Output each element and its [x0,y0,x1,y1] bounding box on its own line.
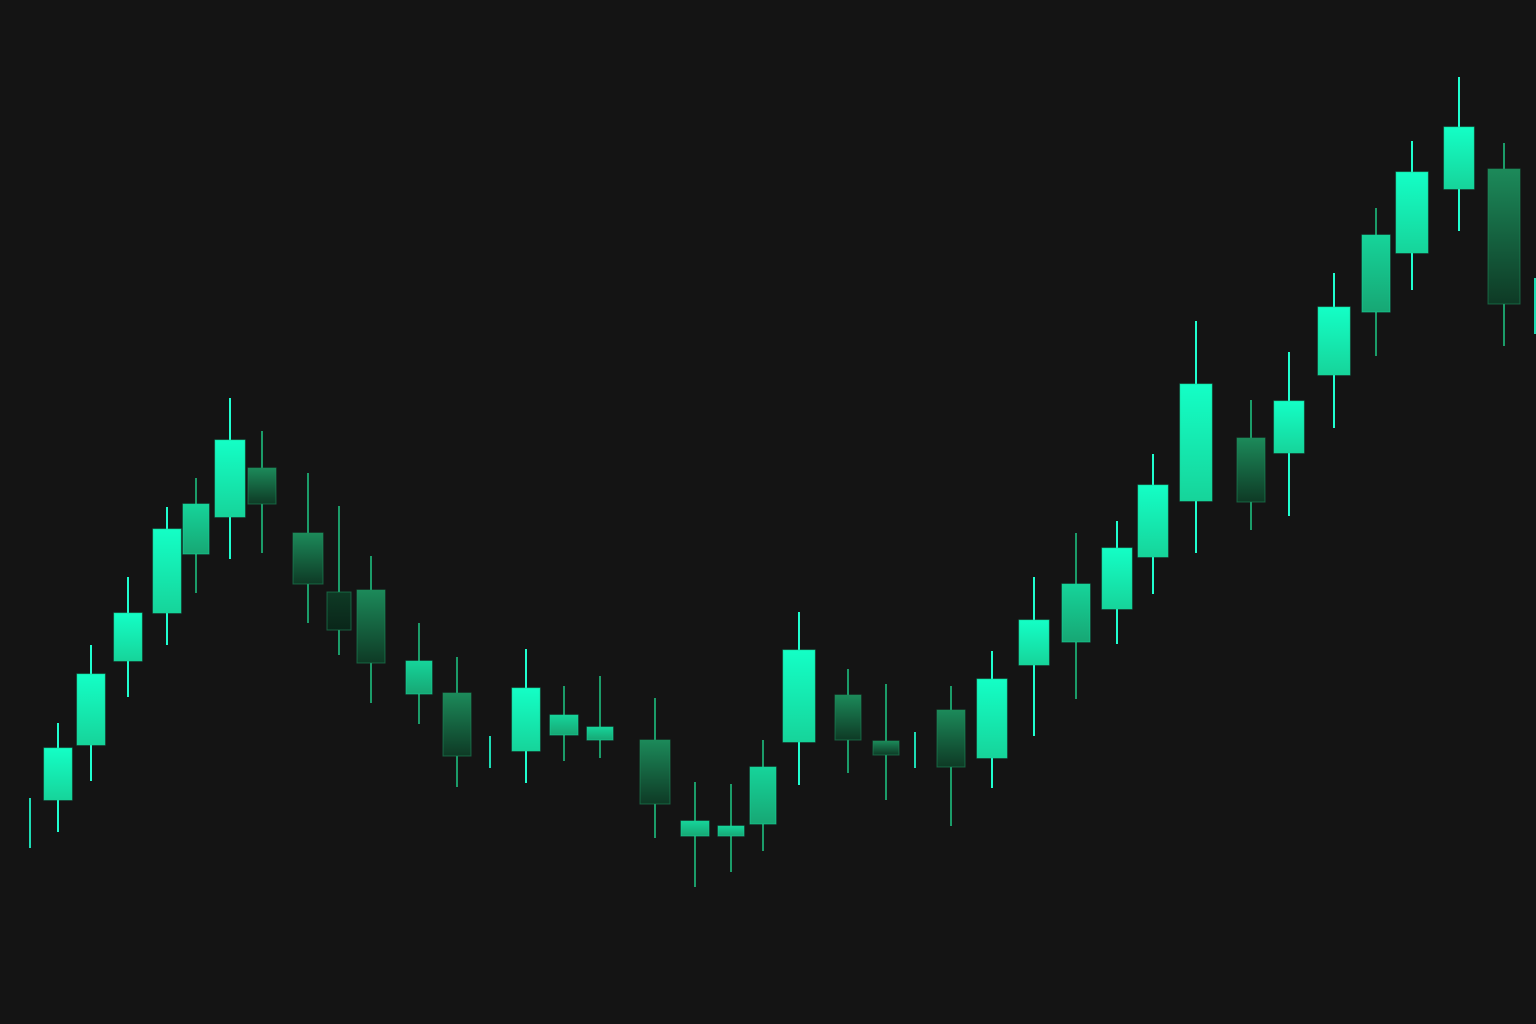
candle-body-bullish [782,649,816,743]
candle [586,676,614,758]
candle [872,684,900,800]
candle [1101,521,1133,644]
candle [292,473,324,623]
candle-body-bearish [247,467,277,505]
candle-body-bullish [1018,619,1050,666]
candle-body-bullish [717,825,745,837]
candle-body-bullish [1061,583,1091,643]
candle-body-bullish [680,820,710,837]
candle [1273,352,1305,516]
candle [247,431,277,553]
candle [1018,577,1050,736]
candle [511,649,541,783]
candle [834,669,862,773]
candle-body-bullish [214,439,246,518]
candle-body-bullish [1443,126,1475,190]
candle-body-bullish [76,673,106,746]
candle-body-bullish [182,503,210,555]
candle [976,651,1008,788]
candle-body-bearish [1236,437,1266,503]
candle [782,612,816,785]
candle-body-bearish [292,532,324,585]
candle-body-bullish [152,528,182,614]
candle-body-bearish [1487,168,1521,305]
candle [43,723,73,832]
candles-layer [29,77,1536,887]
candle-body-bearish [872,740,900,756]
candle-body-bullish [113,612,143,662]
candle-body-bullish [976,678,1008,759]
candle [76,645,106,781]
candle [152,507,182,645]
candle-body-bullish [749,766,777,825]
candle [214,398,246,559]
candle [1137,454,1169,594]
candle [936,686,966,826]
candle-body-bearish [639,739,671,805]
candle-body-bullish [1137,484,1169,558]
candle [1487,143,1521,346]
candle-body-bullish [405,660,433,695]
candle [1361,208,1391,356]
candle [639,698,671,838]
candle-body-bullish [43,747,73,801]
candle-body-bullish [511,687,541,752]
candle [1443,77,1475,231]
candle-body-bullish [1179,383,1213,502]
candle [442,657,472,787]
candle [717,784,745,872]
candle-body-bullish [1101,547,1133,610]
candle [680,782,710,887]
candle [549,686,579,761]
candle-body-bullish [1273,400,1305,454]
candle-body-bearish [442,692,472,757]
candle-body-bullish [1395,171,1429,254]
candle [1317,273,1351,428]
candle [749,740,777,851]
candle-body-bullish [1317,306,1351,376]
candle-body-bullish [1361,234,1391,313]
candle [182,478,210,593]
candle-body-bearish [834,694,862,741]
candle [356,556,386,703]
candle-body-bullish [586,726,614,741]
candle-body-bearish [936,709,966,768]
candle [326,506,352,655]
candle [405,623,433,724]
candle [1061,533,1091,699]
candle [113,577,143,697]
candle [1236,400,1266,530]
candle-body-bearish [326,591,352,631]
candle-body-bearish [356,589,386,664]
candle [1395,141,1429,290]
candle-body-bullish [549,714,579,736]
candle [1179,321,1213,553]
